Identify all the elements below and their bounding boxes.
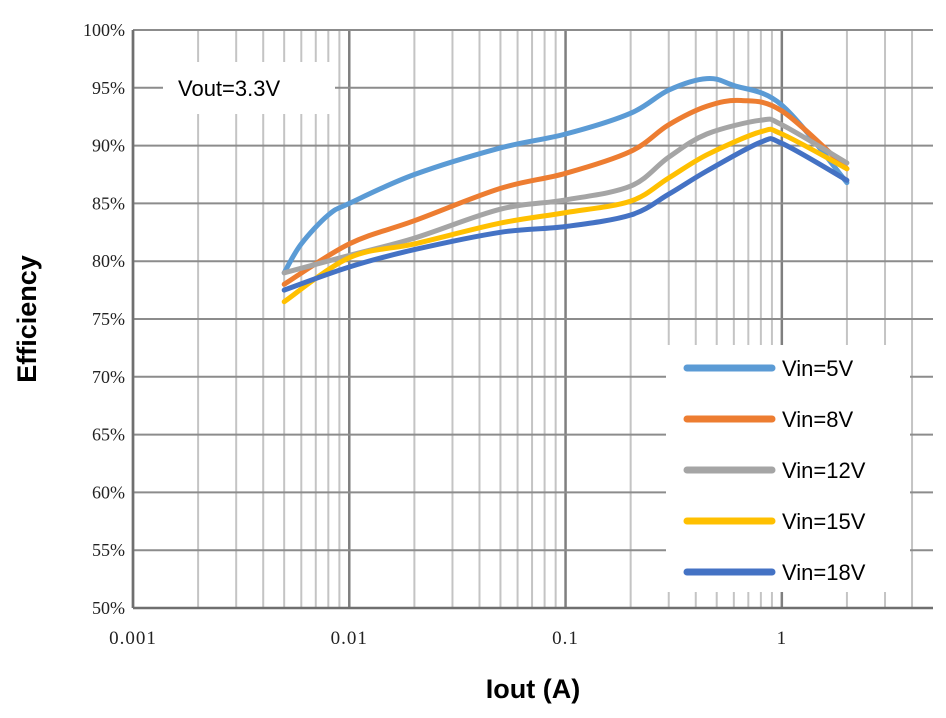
legend-label: Vin=8V xyxy=(782,407,853,432)
y-tick-label: 100% xyxy=(83,20,125,40)
y-tick-labels: 50% 55% 60% 65% 70% 75% 80% 85% 90% 95% 100% xyxy=(83,20,125,618)
y-tick-label: 60% xyxy=(92,482,125,502)
y-tick-label: 80% xyxy=(92,251,125,271)
legend-label: Vin=18V xyxy=(782,560,866,585)
annotation-box xyxy=(163,62,335,114)
legend: Vin=5V Vin=8V Vin=12V Vin=15V Vin=18V xyxy=(666,345,910,592)
series-lines xyxy=(281,75,850,305)
series-line-5 xyxy=(281,136,850,293)
x-axis-title: Iout (A) xyxy=(486,674,580,704)
series-line-3 xyxy=(281,116,850,276)
y-tick-label: 90% xyxy=(92,136,125,156)
legend-label: Vin=15V xyxy=(782,509,866,534)
y-tick-label: 95% xyxy=(92,78,125,98)
series-line-2 xyxy=(281,97,850,287)
y-axis-title: Efficiency xyxy=(12,255,42,383)
axes xyxy=(131,30,933,610)
x-tick-label: 0.001 xyxy=(109,628,157,649)
x-tick-labels: 0.001 0.01 0.1 1 xyxy=(109,628,788,649)
legend-label: Vin=12V xyxy=(782,458,866,483)
y-tick-label: 85% xyxy=(92,193,125,213)
x-tick-label: 1 xyxy=(777,628,788,649)
annotation: Vout=3.3V xyxy=(163,62,335,114)
y-tick-label: 65% xyxy=(92,425,125,445)
y-tick-label: 70% xyxy=(92,367,125,387)
series-line-4 xyxy=(281,126,850,305)
legend-label: Vin=5V xyxy=(782,356,853,381)
y-tick-label: 50% xyxy=(92,598,125,618)
annotation-text: Vout=3.3V xyxy=(178,76,280,101)
x-tick-label: 0.01 xyxy=(331,628,368,649)
y-tick-label: 75% xyxy=(92,309,125,329)
series-line-1 xyxy=(281,75,850,276)
y-tick-label: 55% xyxy=(92,540,125,560)
x-tick-label: 0.1 xyxy=(552,628,579,649)
